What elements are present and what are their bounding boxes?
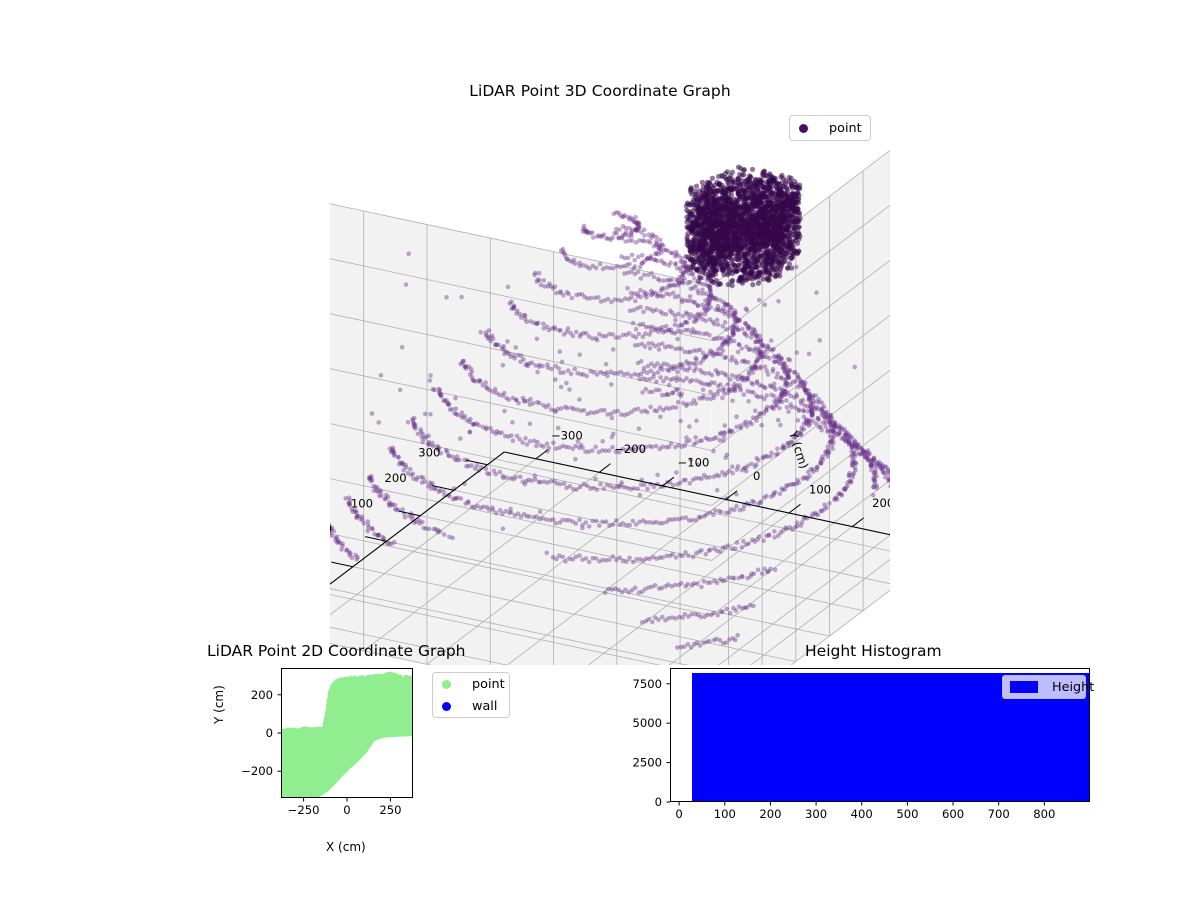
plot2d-title: LiDAR Point 2D Coordinate Graph xyxy=(207,642,466,660)
histogram-title: Height Histogram xyxy=(805,642,942,660)
height-swatch-icon xyxy=(1010,681,1038,693)
plot2d-xlabel: X (cm) xyxy=(326,840,366,854)
point-marker-icon xyxy=(442,679,451,689)
point-marker-icon xyxy=(799,123,808,133)
histogram-legend[interactable]: Height xyxy=(1002,675,1094,699)
plot2d-axes[interactable] xyxy=(281,668,413,798)
legend-item-point: point xyxy=(433,673,509,695)
plot3d-canvas: −300−200−1000100200300X (cm)−300−200−100… xyxy=(330,149,890,665)
plot2d-panel: LiDAR Point 2D Coordinate Graph −250 0 250… xyxy=(0,640,560,890)
legend-item-wall: wall xyxy=(433,695,509,717)
legend-label-height: Height xyxy=(1052,679,1095,695)
wall-marker-icon xyxy=(442,701,451,711)
plot2d-canvas xyxy=(282,671,412,797)
histogram-panel: Height Histogram 0 100 200 300 400 500 600 700 8… xyxy=(620,640,1200,890)
plot2d-ylabel: Y (cm) xyxy=(212,685,226,724)
plot3d-title: LiDAR Point 3D Coordinate Graph xyxy=(469,82,731,100)
legend-item-point: point xyxy=(790,116,870,140)
legend-label-point: point xyxy=(472,676,505,692)
plot3d-panel: −300−200−1000100200300X (cm)−300−200−100… xyxy=(330,105,890,665)
plot2d-legend[interactable]: point wall xyxy=(432,672,510,718)
legend-label-point: point xyxy=(829,120,862,136)
legend-label-wall: wall xyxy=(472,698,498,714)
plot3d-legend[interactable]: point xyxy=(789,115,871,141)
